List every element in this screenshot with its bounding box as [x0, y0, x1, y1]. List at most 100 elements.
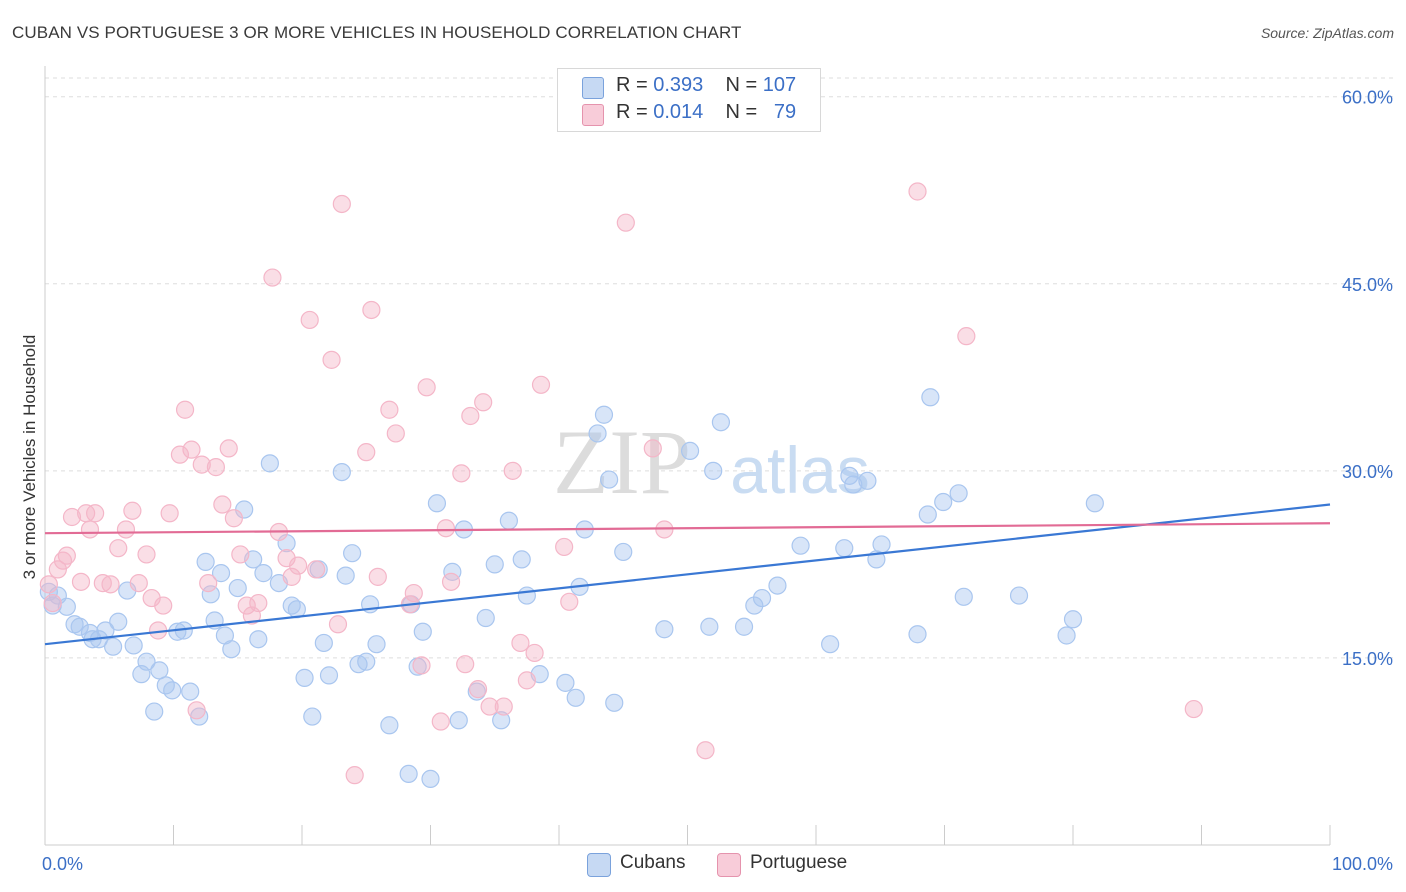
portuguese-point: [456, 655, 475, 674]
portuguese-point: [282, 567, 301, 586]
cubans-point: [711, 413, 731, 432]
cubans-point: [319, 666, 339, 685]
cubans-point: [303, 707, 322, 726]
cubans-point: [104, 637, 123, 656]
cubans-point: [485, 555, 504, 574]
portuguese-point: [123, 501, 142, 520]
cubans-point: [594, 405, 614, 424]
stats-legend: R = 0.393 N = 107 R = 0.014 N = 79: [557, 68, 821, 132]
portuguese-point: [249, 593, 268, 613]
x-tick-label-start: 0.0%: [42, 854, 83, 874]
cubans-point: [492, 711, 511, 730]
cubans-point: [201, 585, 220, 604]
portuguese-point: [404, 583, 423, 603]
cubans-point: [1063, 610, 1083, 629]
cubans-point: [840, 466, 859, 485]
cubans-point: [163, 681, 182, 700]
portuguese-point: [80, 520, 100, 539]
portuguese-legend-label: Portuguese: [750, 852, 848, 873]
portuguese-point: [160, 504, 179, 523]
portuguese-point: [109, 539, 128, 558]
n-label: N =: [725, 101, 758, 123]
y-tick-label: 45.0%: [1342, 275, 1393, 295]
portuguese-point: [474, 393, 493, 412]
portuguese-point: [57, 546, 76, 565]
portuguese-point: [71, 572, 91, 591]
cubans-points: [39, 388, 1104, 789]
cubans-point: [556, 673, 575, 692]
portuguese-point: [101, 575, 120, 594]
cubans-point: [934, 492, 953, 512]
portuguese-point: [368, 567, 387, 586]
cubans-point: [249, 630, 268, 649]
cubans-point: [421, 769, 440, 789]
cubans-trend-line: [44, 503, 1331, 646]
portuguese-point: [213, 495, 232, 514]
portuguese-point: [332, 194, 351, 214]
portuguese-point: [494, 697, 513, 716]
portuguese-point: [289, 556, 308, 575]
cubans-point: [449, 711, 468, 730]
cubans-point: [96, 621, 115, 640]
cubans-point: [512, 550, 531, 569]
portuguese-point: [1184, 699, 1203, 719]
tick-labels: 15.0% 30.0% 45.0% 60.0% 0.0% 100.0%: [42, 88, 1393, 874]
portuguese-point: [386, 424, 405, 443]
portuguese-point: [643, 439, 662, 458]
cubans-point: [314, 633, 333, 653]
portuguese-point: [43, 593, 62, 613]
cubans-point: [427, 494, 447, 513]
portuguese-point: [48, 560, 67, 579]
portuguese-point: [345, 766, 364, 785]
cubans-point: [872, 535, 891, 554]
portuguese-point: [86, 504, 105, 523]
cubans-point: [222, 640, 241, 659]
cubans-point: [399, 764, 418, 784]
cubans-point: [109, 612, 128, 631]
cubans-point: [145, 702, 164, 721]
cubans-point: [908, 625, 927, 644]
cubans-point: [413, 622, 432, 641]
portuguese-n-value: 79: [773, 101, 797, 123]
cubans-point: [791, 536, 810, 555]
portuguese-points: [39, 182, 1203, 785]
cubans-point: [858, 471, 877, 490]
cubans-point: [70, 617, 89, 636]
portuguese-point: [116, 520, 136, 539]
portuguese-point: [62, 507, 82, 527]
cubans-point: [150, 661, 169, 680]
cubans-point: [821, 635, 840, 654]
cubans-point: [137, 652, 156, 671]
portuguese-trend-line: [44, 522, 1331, 535]
cubans-point: [343, 544, 362, 563]
portuguese-point: [307, 560, 326, 579]
y-tick-label: 15.0%: [1342, 649, 1393, 669]
cubans-point: [1009, 586, 1029, 605]
cubans-point: [260, 454, 279, 473]
portuguese-swatch: [582, 104, 604, 126]
cubans-point: [734, 617, 754, 636]
portuguese-point: [461, 406, 480, 426]
n-label: N =: [725, 74, 758, 96]
cubans-point: [181, 682, 200, 701]
portuguese-point: [328, 615, 348, 634]
source-label: Source: ZipAtlas.com: [1260, 25, 1394, 41]
portuguese-point: [263, 268, 282, 287]
cubans-point: [517, 586, 536, 605]
cubans-point: [124, 636, 143, 655]
r-label: R =: [616, 74, 648, 96]
portuguese-point: [93, 573, 112, 593]
portuguese-point: [39, 575, 58, 594]
cubans-point: [1085, 494, 1104, 513]
portuguese-point: [436, 519, 456, 538]
y-tick-label: 30.0%: [1342, 462, 1393, 482]
portuguese-point: [696, 741, 715, 760]
portuguese-point: [231, 545, 250, 564]
portuguese-point: [219, 439, 238, 458]
cubans-point: [588, 424, 607, 443]
cubans-point: [614, 542, 633, 562]
cubans-point: [600, 470, 619, 489]
cubans-r-value: 0.393: [653, 74, 704, 96]
portuguese-point: [192, 455, 211, 474]
